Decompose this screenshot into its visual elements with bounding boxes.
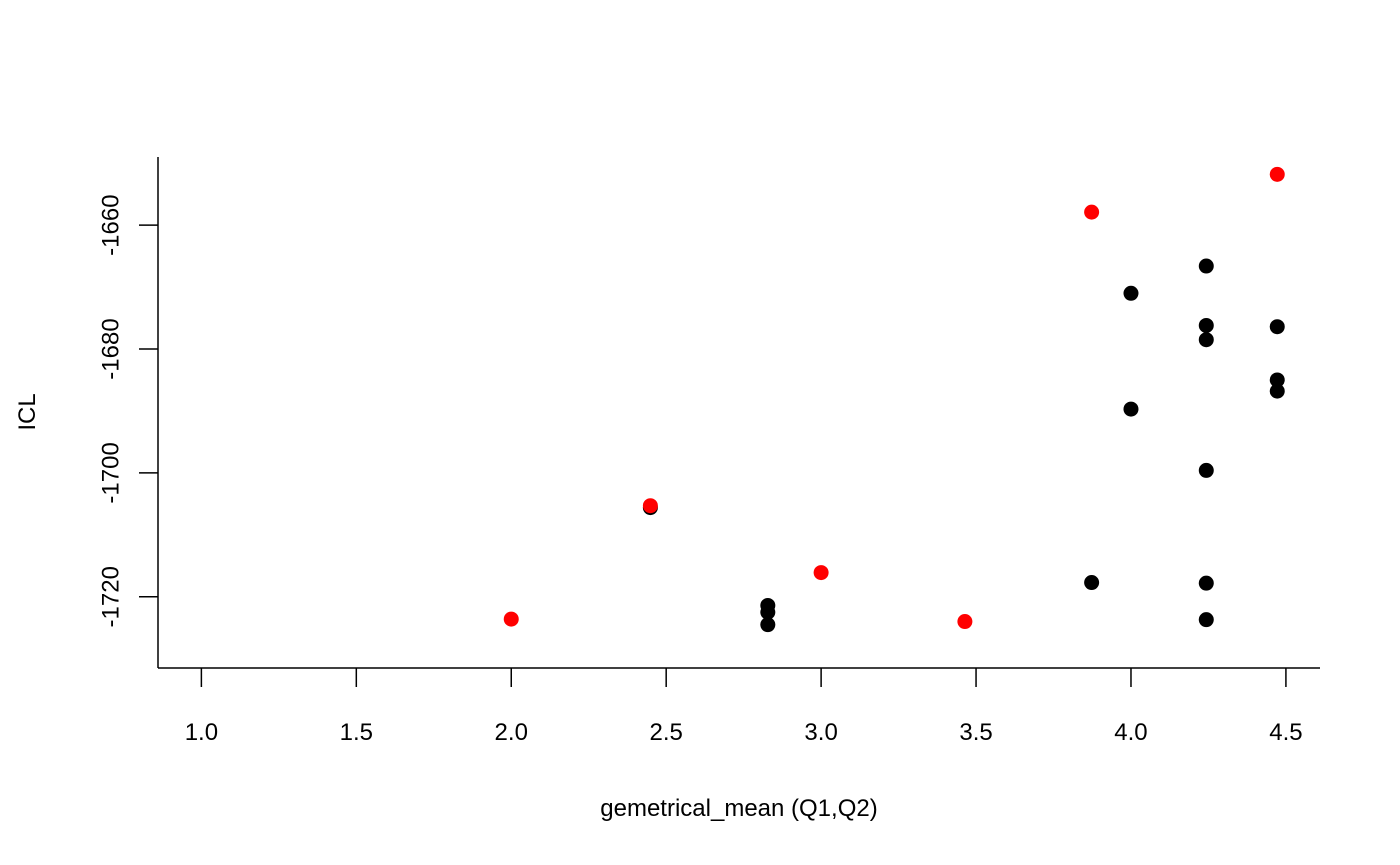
x-axis-title: gemetrical_mean (Q1,Q2) [600, 795, 877, 822]
data-point [1123, 401, 1139, 417]
data-point [642, 498, 658, 514]
x-ticks: 1.0 1.5 2.0 2.5 3.0 3.5 4.0 4.5 [185, 668, 1303, 746]
data-point [1198, 258, 1214, 274]
x-tick-label: 4.0 [1114, 719, 1147, 746]
data-point [1269, 383, 1285, 399]
data-point [760, 617, 776, 633]
data-point [1269, 166, 1285, 182]
data-point [1198, 575, 1214, 591]
x-tick-label: 3.5 [959, 719, 992, 746]
data-point [957, 614, 973, 630]
y-ticks: -1720 -1700 -1680 -1660 [97, 194, 158, 627]
data-point [1198, 612, 1214, 628]
data-point [1084, 204, 1100, 220]
x-tick-label: 3.0 [804, 719, 837, 746]
x-tick-label: 4.5 [1269, 719, 1302, 746]
data-point [503, 611, 519, 627]
data-point [1198, 317, 1214, 333]
y-tick-label: -1700 [97, 442, 124, 503]
y-axis-title: ICL [14, 393, 41, 430]
data-point [1198, 462, 1214, 478]
data-point [1123, 285, 1139, 301]
y-tick-label: -1720 [97, 566, 124, 627]
x-tick-label: 1.0 [185, 719, 218, 746]
axes [157, 157, 1320, 669]
data-point [1269, 319, 1285, 335]
data-point [813, 565, 829, 581]
data-points [503, 166, 1285, 633]
data-point [1269, 372, 1285, 388]
x-tick-label: 1.5 [340, 719, 373, 746]
data-point [760, 604, 776, 620]
data-point [1198, 332, 1214, 348]
y-tick-label: -1680 [97, 318, 124, 379]
x-tick-label: 2.0 [495, 719, 528, 746]
data-point [1084, 575, 1100, 591]
y-tick-label: -1660 [97, 194, 124, 255]
x-tick-label: 2.5 [649, 719, 682, 746]
